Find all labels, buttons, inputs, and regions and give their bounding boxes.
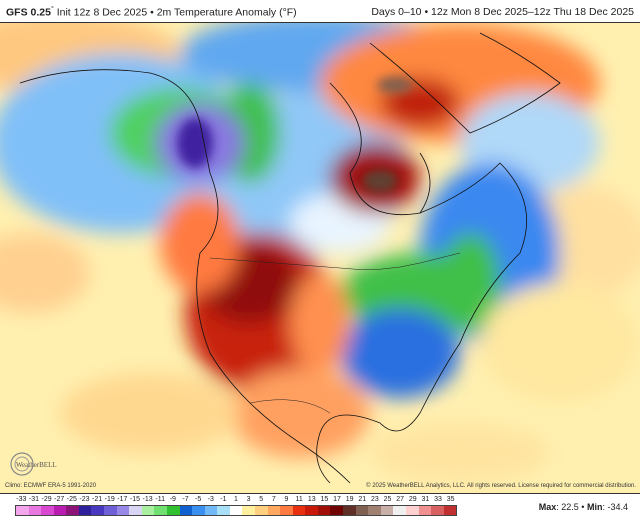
colorbar-tick-label: -17 [117,496,128,503]
colorbar-tick-label: -31 [28,496,39,503]
colorbar-swatch [280,506,293,515]
colorbar-swatch [267,506,281,515]
max-min: Max: 22.5 • Min: -34.4 [538,502,628,512]
min-value: -34.4 [607,502,628,512]
colorbar-tick-label: -21 [92,496,103,503]
colorbar-swatch [179,506,193,515]
header-left: GFS 0.25° Init 12z 8 Dec 2025 • 2m Tempe… [6,6,297,19]
colorbar-swatch [154,506,167,515]
colorbar-tick-label: -29 [41,496,52,503]
colorbar-tick-label: 33 [434,496,442,503]
colorbar-swatch [78,506,92,515]
colorbar-swatch [166,506,180,515]
colorbar-tick-label: -19 [104,496,115,503]
colorbar-tick-label: -7 [182,496,189,503]
colorbar-tick-label: 27 [396,496,405,503]
colorbar-swatch [91,506,105,515]
field-name: 2m Temperature Anomaly (°F) [156,6,297,19]
colorbar-tick-label: -3 [207,496,214,503]
colorbar-tick-label: 7 [271,496,276,503]
max-value: 22.5 [561,502,579,512]
colorbar-tick-label: -5 [194,496,202,503]
colorbar-swatch [317,506,331,515]
colorbar-tick-label: 5 [259,496,264,503]
colorbar-swatch [28,506,42,515]
colorbar-tick-label: 3 [246,496,251,503]
colorbar-swatch [431,506,444,515]
coastlines [19,32,561,484]
colorbar-tick-label: -33 [16,496,27,503]
max-label: Max [538,502,557,512]
colorbar-tick-label: 25 [383,496,392,503]
weatherbell-logo: WeatherBELL [8,450,70,480]
svg-text:WeatherBELL: WeatherBELL [16,461,57,469]
colorbar-tick-label: -25 [66,496,77,503]
temperature-anomaly-map [0,22,640,494]
colorbar-tick-label: -23 [79,496,90,503]
colorbar-tick-label: 31 [421,496,430,503]
min-label: Min [586,502,603,512]
colorbar-swatch [116,506,130,515]
colorbar-tick-label: 17 [333,496,341,503]
colorbar-swatch [405,506,419,515]
colorbar-tick-label: 15 [320,496,329,503]
colorbar-tick-label: 19 [345,496,354,503]
colorbar-swatch [204,506,218,515]
anomaly-field [0,23,640,483]
colorbar-swatch [393,506,406,515]
range-days: Days 0–10 [371,6,422,18]
colorbar-tick-label: -1 [220,496,227,503]
colorbar-swatch [41,506,54,515]
map-canvas [0,23,640,493]
climo-note: Climo: ECMWF ERA-5 1991-2020 [5,483,97,489]
colorbar-swatch [343,506,356,515]
colorbar-tick-label: 9 [284,496,289,503]
colorbar-swatch [192,506,205,515]
separator: • [581,502,585,512]
colorbar-swatch [242,506,255,515]
colorbar-swatch [141,506,155,515]
colorbar-tick-label: 35 [446,496,455,503]
colorbar-swatch [129,506,142,515]
colorbar-swatch [355,506,369,515]
init-time: Init 12z 8 Dec 2025 [56,6,148,19]
colorbar-swatch [368,506,381,515]
separator: • [150,6,154,19]
colorbar-swatch [292,506,306,515]
colorbar-swatch [254,506,268,515]
colorbar-tick-label: -11 [155,496,166,503]
colorbar-swatch [380,506,394,515]
colorbar-swatch [66,506,79,515]
colorbar-tick-label: 1 [234,496,238,503]
colorbar-swatch [330,506,344,515]
colorbar-tick-label: -9 [169,496,176,503]
colorbar-tick-label: 13 [307,496,316,503]
colorbar-swatch [16,506,29,515]
borders [209,252,461,414]
colorbar-tick-label: 29 [408,496,417,503]
colorbar-tick-label: -13 [142,496,153,503]
colorbar-labels: -33 -31 -29 -27 -25 -23 -21 -19 -17 -15 -13 -11 -9 -7… [15,496,457,505]
model-name: GFS 0.25 [6,6,51,19]
range-dates: 12z Mon 8 Dec 2025–12z Thu 18 Dec 2025 [431,6,634,18]
colorbar-swatch [229,506,243,515]
colorbar-swatch [53,506,67,515]
copyright: © 2025 WeatherBELL Analytics, LLC. All r… [366,483,636,489]
colorbar-tick-label: -27 [54,496,65,503]
colorbar-tick-label: -15 [129,496,141,503]
colorbar [15,505,457,516]
header: GFS 0.25° Init 12z 8 Dec 2025 • 2m Tempe… [0,0,640,22]
colorbar-swatch [305,506,318,515]
colorbar-tick-label: 21 [358,496,367,503]
separator: • [424,6,429,18]
colorbar-swatch [217,506,230,515]
colorbar-swatch [104,506,117,515]
model-suffix: ° [50,6,54,13]
colorbar-tick-label: 23 [371,496,379,503]
header-right: Days 0–10 • 12z Mon 8 Dec 2025–12z Thu 1… [371,6,634,18]
colorbar-swatch [443,506,457,515]
colorbar-tick-label: 11 [295,496,303,503]
colorbar-swatch [418,506,432,515]
